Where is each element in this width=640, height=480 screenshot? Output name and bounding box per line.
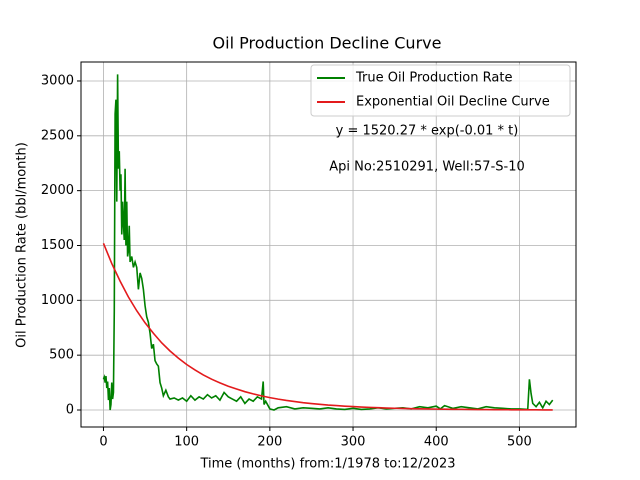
y-tick-label: 2500: [41, 128, 74, 143]
chart-title: Oil Production Decline Curve: [213, 34, 442, 53]
annotation: Api No:2510291, Well:57-S-10: [329, 160, 525, 175]
y-tick-label: 2000: [41, 183, 74, 198]
data-line: [102, 74, 554, 411]
y-tick-label: 500: [49, 348, 74, 363]
y-tick-label: 1500: [41, 238, 74, 253]
x-tick-label: 500: [507, 435, 532, 450]
legend-box: [310, 64, 571, 117]
x-tick-label: 200: [257, 435, 282, 450]
x-tick-label: 400: [424, 435, 449, 450]
x-tick-label: 300: [341, 435, 366, 450]
x-tick-label: 100: [174, 435, 199, 450]
y-axis-label: Oil Production Rate (bbl/month): [15, 142, 30, 348]
x-axis-label: Time (months) from:1/1978 to:12/2023: [199, 457, 455, 472]
y-tick-label: 1000: [41, 293, 74, 308]
y-tick-label: 3000: [41, 73, 74, 88]
legend-label: True Oil Production Rate: [355, 71, 512, 86]
data-line: [102, 242, 553, 411]
x-tick-label: 0: [99, 435, 107, 450]
annotation: y = 1520.27 * exp(-0.01 * t): [336, 124, 519, 139]
plot-frame: [80, 61, 577, 428]
y-tick-label: 0: [66, 403, 74, 418]
legend-label: Exponential Oil Decline Curve: [356, 95, 550, 110]
